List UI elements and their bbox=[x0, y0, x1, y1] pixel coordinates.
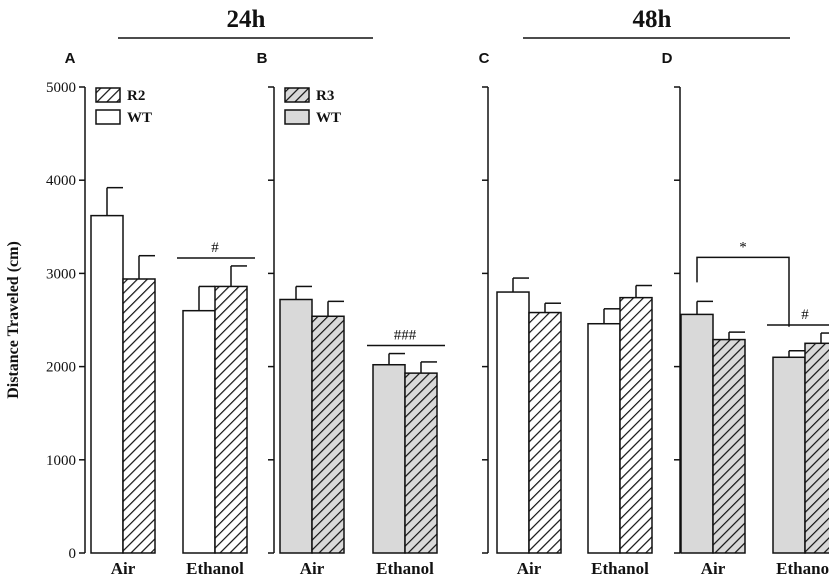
category-label-air: Air bbox=[300, 559, 325, 578]
panel-letter-a: A bbox=[65, 50, 76, 67]
bar-wt-ethanol bbox=[587, 322, 621, 554]
category-label-air: Air bbox=[701, 559, 726, 578]
category-label-ethanol: Ethanol bbox=[186, 559, 244, 578]
panels: A 0 1000 2000 3000 4000 5000 Air Ethanol R2 WT # B Ai… bbox=[46, 50, 829, 578]
panel-letter-b: B bbox=[257, 50, 268, 67]
category-label-air: Air bbox=[517, 559, 542, 578]
bar-r3-ethanol bbox=[404, 372, 438, 554]
panel-d: D Air Ethanol * # bbox=[662, 50, 829, 578]
bar-r2-ethanol bbox=[619, 296, 653, 554]
significance-marker: # bbox=[211, 240, 219, 256]
legend-swatch-wt bbox=[95, 109, 121, 125]
significance-bracket bbox=[696, 256, 790, 327]
panel-letter-d: D bbox=[662, 50, 673, 67]
legend-swatch-wt bbox=[284, 109, 310, 125]
bar-r2-ethanol bbox=[214, 285, 248, 554]
bar-wt-air bbox=[90, 214, 124, 554]
bar-r3-air bbox=[712, 338, 746, 554]
panel-a: A 0 1000 2000 3000 4000 5000 Air Ethanol R2 WT # bbox=[46, 50, 255, 578]
panel-c: C Air Ethanol bbox=[479, 50, 653, 578]
legend-swatch-r3 bbox=[284, 87, 310, 103]
y-tick-label: 1000 bbox=[46, 453, 76, 469]
bar-wt-ethanol bbox=[772, 356, 806, 554]
panel-b: B Air Ethanol R3 WT ### bbox=[257, 50, 445, 578]
legend-label-r3: R3 bbox=[316, 88, 334, 104]
bar-r3-ethanol bbox=[804, 342, 829, 554]
category-label-ethanol: Ethanol bbox=[776, 559, 829, 578]
category-label-air: Air bbox=[111, 559, 136, 578]
category-label-ethanol: Ethanol bbox=[376, 559, 434, 578]
bar-r2-air bbox=[122, 278, 156, 554]
bar-wt-ethanol bbox=[372, 363, 406, 554]
bar-wt-ethanol bbox=[182, 309, 216, 554]
bar-wt-air bbox=[680, 313, 714, 554]
legend-label-r2: R2 bbox=[127, 88, 145, 104]
y-tick-label: 4000 bbox=[46, 173, 76, 189]
time-label-24h: 24h bbox=[227, 6, 266, 33]
bar-r3-air bbox=[311, 315, 345, 554]
panel-letter-c: C bbox=[479, 50, 490, 67]
significance-marker: # bbox=[801, 307, 809, 323]
bar-wt-air bbox=[496, 291, 530, 554]
y-tick-label: 0 bbox=[69, 546, 77, 562]
bar-wt-air bbox=[279, 298, 313, 554]
time-label-48h: 48h bbox=[633, 6, 672, 33]
category-label-ethanol: Ethanol bbox=[591, 559, 649, 578]
y-tick-label: 3000 bbox=[46, 266, 76, 282]
y-tick-label: 2000 bbox=[46, 360, 76, 376]
legend-label-wt: WT bbox=[127, 110, 152, 126]
bar-r2-air bbox=[528, 311, 562, 554]
y-axis-label: Distance Traveled (cm) bbox=[5, 241, 22, 399]
y-tick-label: 5000 bbox=[46, 80, 76, 96]
significance-marker: * bbox=[739, 239, 747, 255]
significance-marker: ### bbox=[394, 328, 417, 344]
legend-label-wt: WT bbox=[316, 110, 341, 126]
legend-swatch-r2 bbox=[95, 87, 121, 103]
